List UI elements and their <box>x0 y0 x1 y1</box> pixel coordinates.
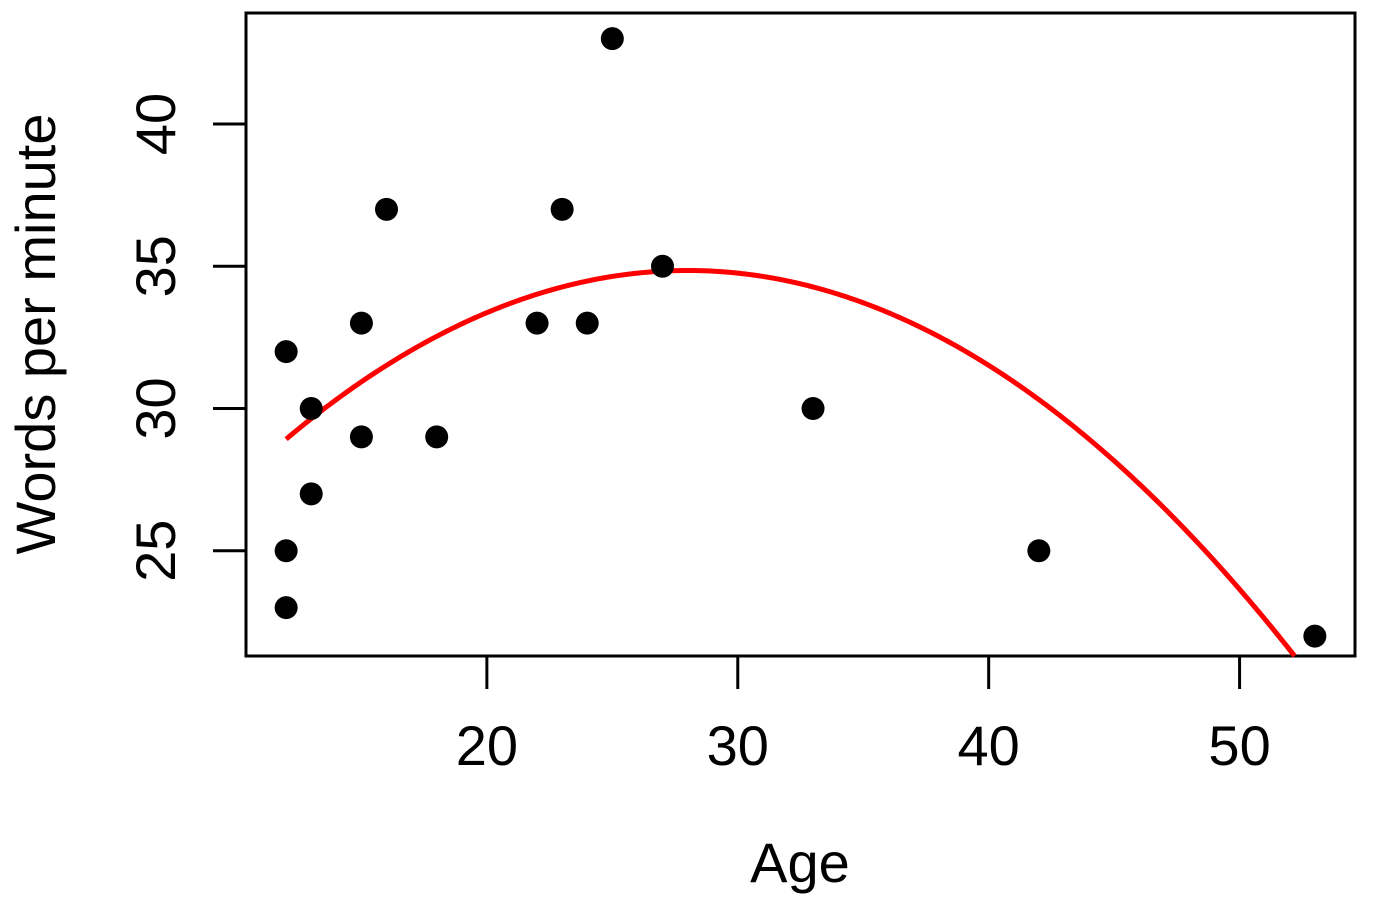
plot-frame <box>244 11 1357 658</box>
data-point <box>550 197 574 221</box>
x-axis-ticks: 20 30 40 50 <box>456 656 1271 777</box>
data-point <box>801 396 825 420</box>
x-axis-title: Age <box>750 831 850 894</box>
data-point <box>425 425 449 449</box>
data-point <box>525 311 549 335</box>
data-point <box>349 425 373 449</box>
y-axis-ticks: 25 30 35 40 <box>124 93 246 582</box>
fit-curve <box>284 268 1297 658</box>
data-points <box>274 27 1327 648</box>
data-point <box>274 539 298 563</box>
data-point <box>575 311 599 335</box>
data-point <box>1027 539 1051 563</box>
y-tick-label: 30 <box>124 377 187 439</box>
y-tick-label: 35 <box>124 235 187 297</box>
data-point <box>375 197 399 221</box>
x-tick-label: 30 <box>707 714 769 777</box>
fit-curve-group <box>284 268 1297 658</box>
y-axis-title: Words per minute <box>4 114 67 555</box>
data-point <box>299 482 323 506</box>
data-point <box>1303 624 1327 648</box>
data-point <box>274 596 298 620</box>
data-point <box>600 27 624 51</box>
x-tick-label: 50 <box>1208 714 1270 777</box>
data-point <box>299 396 323 420</box>
data-point <box>651 254 675 278</box>
x-tick-label: 20 <box>456 714 518 777</box>
data-point <box>274 340 298 364</box>
x-tick-label: 40 <box>958 714 1020 777</box>
data-point <box>349 311 373 335</box>
y-tick-label: 40 <box>124 93 187 155</box>
y-tick-label: 25 <box>124 520 187 582</box>
